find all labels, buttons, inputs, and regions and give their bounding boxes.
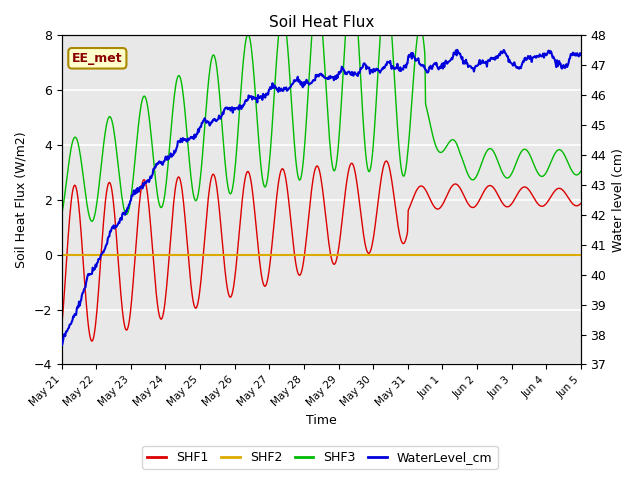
- X-axis label: Time: Time: [306, 414, 337, 427]
- Legend: SHF1, SHF2, SHF3, WaterLevel_cm: SHF1, SHF2, SHF3, WaterLevel_cm: [142, 446, 498, 469]
- Y-axis label: Water level (cm): Water level (cm): [612, 148, 625, 252]
- Text: EE_met: EE_met: [72, 52, 123, 65]
- Title: Soil Heat Flux: Soil Heat Flux: [269, 15, 374, 30]
- Y-axis label: Soil Heat Flux (W/m2): Soil Heat Flux (W/m2): [15, 132, 28, 268]
